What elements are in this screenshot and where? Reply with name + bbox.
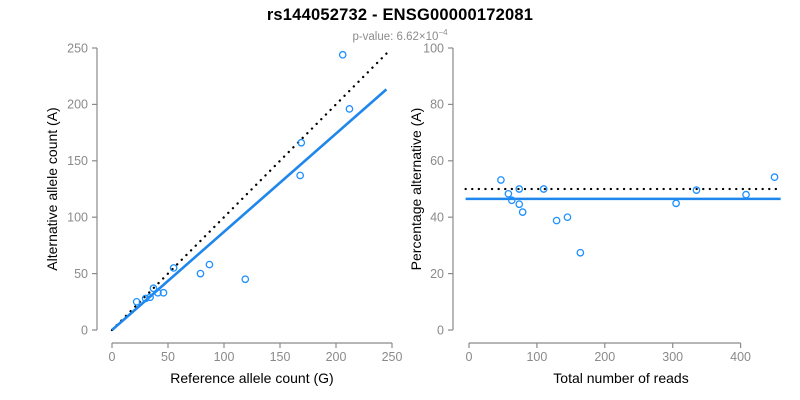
data-point bbox=[742, 190, 750, 199]
chart-header: rs144052732 - ENSG00000172081 p-value: 6… bbox=[0, 6, 800, 43]
y-tick-label: 250 bbox=[67, 41, 88, 55]
data-point bbox=[169, 264, 178, 272]
data-point bbox=[159, 288, 168, 297]
x-tick-label: 150 bbox=[270, 350, 291, 364]
data-point bbox=[672, 199, 680, 208]
data-point bbox=[563, 213, 572, 222]
y-tick-label: 60 bbox=[430, 154, 444, 168]
x-tick-label: 100 bbox=[526, 350, 547, 364]
data-point bbox=[196, 269, 205, 278]
fit-line bbox=[111, 88, 388, 331]
x-tick-label: 200 bbox=[594, 350, 615, 364]
y-axis-title: Percentage alternative (A) bbox=[408, 108, 424, 271]
chart-ref-vs-alt-count: 0 50 100 150 200 250 0 50 100 150 200 250 Reference … bbox=[44, 41, 402, 386]
y-tick-label: 0 bbox=[81, 323, 88, 337]
data-point bbox=[518, 208, 527, 216]
y-axis-title: Alternative allele count (A) bbox=[44, 107, 60, 270]
x-axis-title: Reference allele count (G) bbox=[170, 370, 333, 386]
x-tick-label: 300 bbox=[662, 350, 683, 364]
x-axis-title: Total number of reads bbox=[553, 370, 688, 386]
chart-total-reads-vs-percentage: 0 100 200 300 400 0 20 40 60 80 100 Total number of… bbox=[408, 41, 782, 386]
y-tick-label: 200 bbox=[67, 98, 88, 112]
plot-title: rs144052732 - ENSG00000172081 bbox=[266, 6, 534, 24]
y-tick-label: 40 bbox=[430, 211, 444, 225]
x-tick-label: 0 bbox=[109, 350, 116, 364]
x-tick-label: 0 bbox=[466, 350, 473, 364]
x-tick-label: 200 bbox=[326, 350, 347, 364]
data-point bbox=[297, 138, 306, 147]
data-point bbox=[154, 288, 162, 297]
data-point bbox=[504, 189, 513, 198]
p-value-text: p-value: 6.62×10 bbox=[352, 30, 439, 43]
data-point bbox=[515, 185, 524, 193]
data-point bbox=[149, 284, 158, 293]
identity-line bbox=[110, 52, 388, 332]
x-tick-label: 250 bbox=[382, 350, 403, 364]
data-point bbox=[539, 185, 548, 193]
y-tick-label: 100 bbox=[423, 41, 444, 55]
data-point bbox=[205, 260, 214, 269]
data-point bbox=[552, 216, 561, 225]
y-tick-label: 80 bbox=[430, 98, 444, 112]
data-point bbox=[507, 196, 516, 205]
p-value-exponent: −4 bbox=[438, 28, 448, 37]
y-tick-label: 100 bbox=[67, 211, 88, 225]
y-tick-label: 150 bbox=[67, 154, 88, 168]
plot-subtitle: p-value: 6.62×10−4 bbox=[0, 28, 800, 43]
x-tick-label: 50 bbox=[161, 350, 175, 364]
data-point bbox=[338, 50, 347, 59]
data-point bbox=[692, 186, 701, 194]
y-tick-label: 0 bbox=[437, 323, 444, 337]
y-tick-label: 50 bbox=[74, 267, 88, 281]
x-tick-label: 100 bbox=[214, 350, 235, 364]
x-tick-label: 400 bbox=[730, 350, 751, 364]
data-point bbox=[515, 200, 524, 209]
data-point bbox=[141, 294, 150, 303]
y-tick-label: 20 bbox=[430, 267, 444, 281]
data-point bbox=[497, 176, 505, 184]
data-point bbox=[770, 173, 779, 182]
data-point bbox=[296, 171, 305, 180]
data-point bbox=[241, 275, 250, 284]
data-point bbox=[345, 105, 354, 113]
data-point bbox=[146, 293, 154, 302]
data-point bbox=[576, 248, 585, 257]
data-point bbox=[132, 297, 141, 306]
